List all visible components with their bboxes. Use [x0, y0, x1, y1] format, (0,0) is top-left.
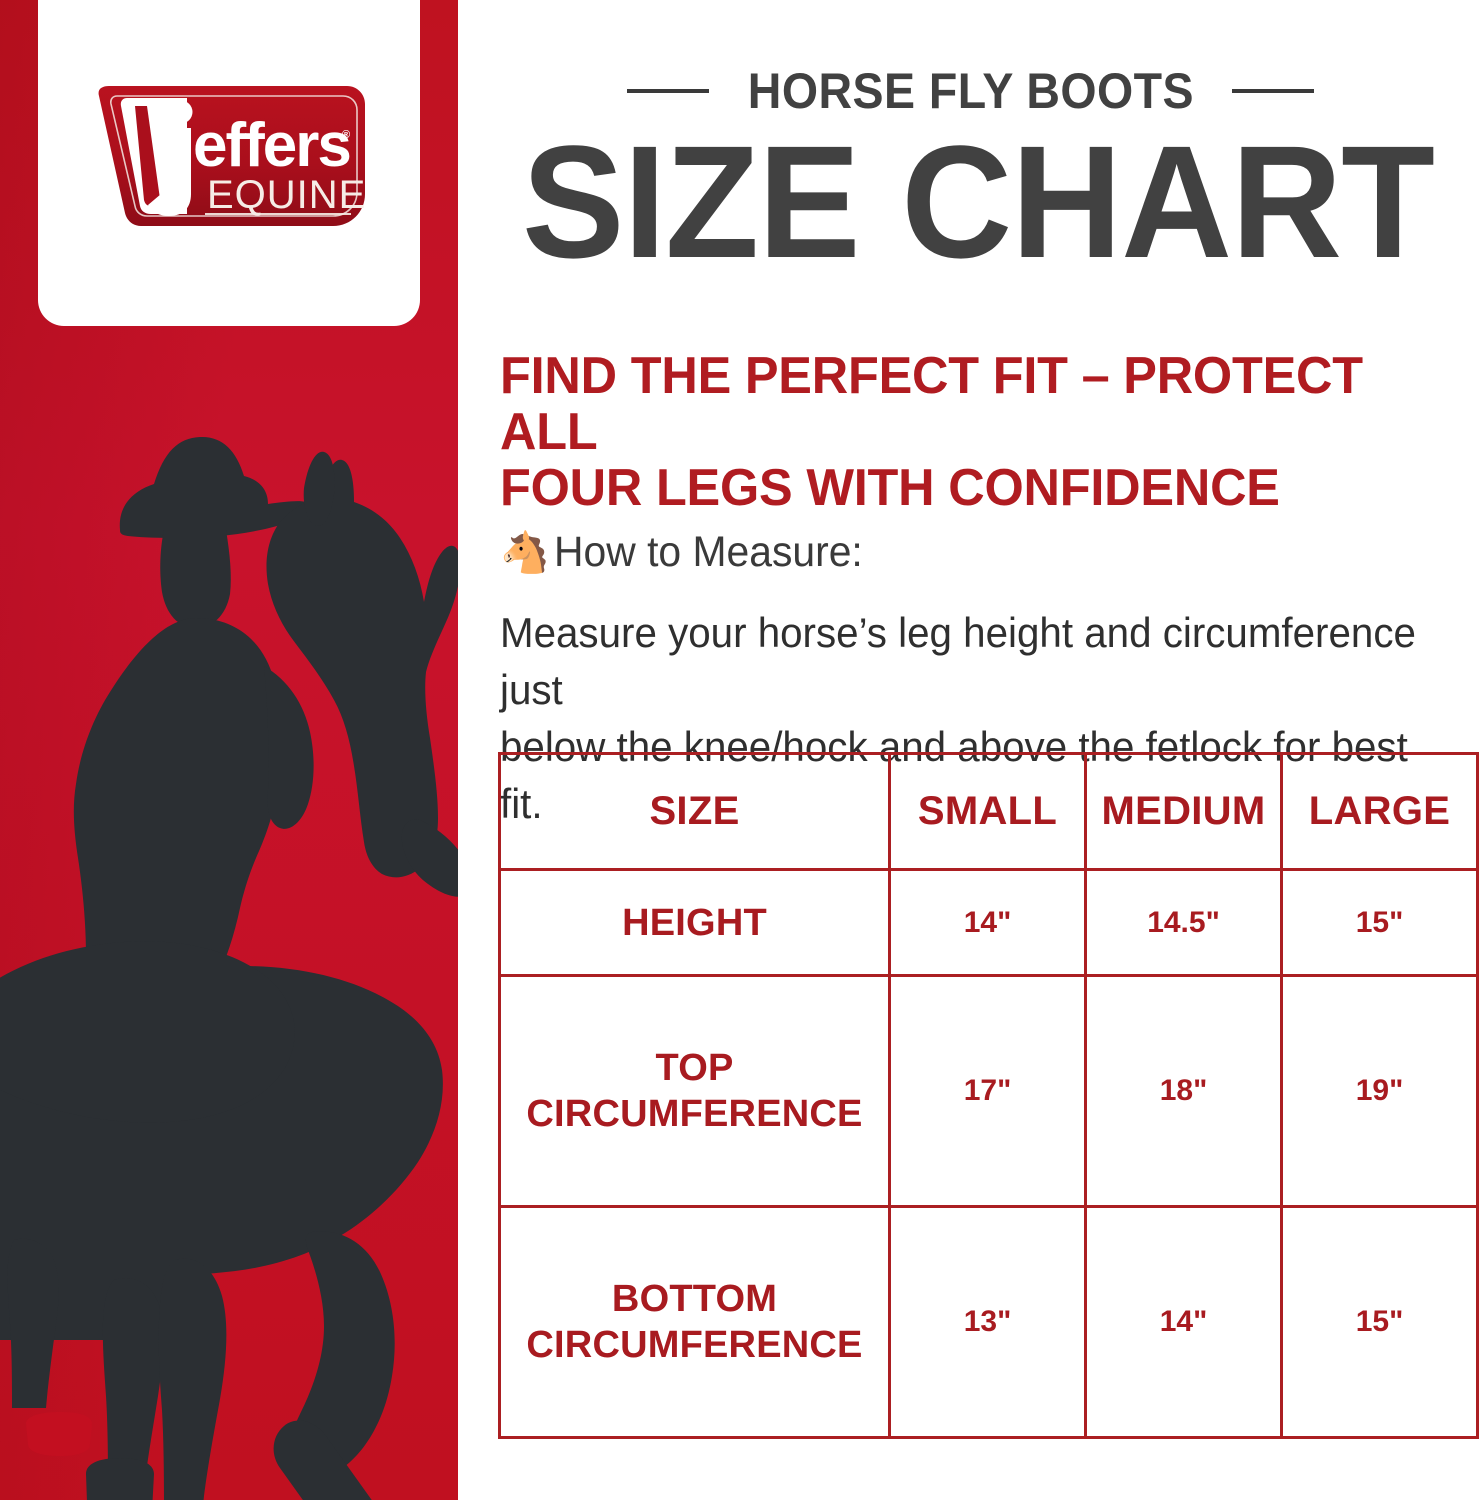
- measure-body-line-1: Measure your horse’s leg height and circ…: [500, 609, 1416, 713]
- subheadline: FIND THE PERFECT FIT – PROTECT ALL FOUR …: [500, 348, 1441, 516]
- cell-top-circumference-large: 19": [1280, 974, 1479, 1208]
- table-header-size: SIZE: [498, 752, 891, 871]
- cowboy-on-horse-silhouette-icon: [0, 380, 458, 1500]
- svg-text:effers: effers: [193, 111, 350, 180]
- table-row: TOP CIRCUMFERENCE 17" 18" 19": [498, 974, 1479, 1208]
- size-chart-table: SIZE SMALL MEDIUM LARGE HEIGHT 14" 14.5"…: [498, 752, 1479, 1439]
- brand-logo-card: effers ® EQUINE: [38, 0, 420, 326]
- row-label-height: HEIGHT: [498, 868, 891, 977]
- horse-head-icon: 🐴: [500, 530, 550, 575]
- cell-top-circumference-small: 17": [888, 974, 1087, 1208]
- cell-bottom-circumference-small: 13": [888, 1205, 1087, 1439]
- table-header-large: LARGE: [1280, 752, 1479, 871]
- jeffers-equine-logo: effers ® EQUINE: [95, 82, 371, 237]
- product-category-label: HORSE FLY BOOTS: [747, 63, 1194, 119]
- cell-height-medium: 14.5": [1084, 868, 1283, 977]
- row-label-top-circumference: TOP CIRCUMFERENCE: [498, 974, 891, 1208]
- cell-height-small: 14": [888, 868, 1087, 977]
- table-header-medium: MEDIUM: [1084, 752, 1283, 871]
- eyebrow-row: HORSE FLY BOOTS: [498, 62, 1443, 120]
- row-label-line-1: TOP: [655, 1047, 734, 1089]
- svg-text:®: ®: [342, 129, 350, 141]
- row-label-line-2: CIRCUMFERENCE: [526, 1324, 863, 1366]
- subheadline-line-1: FIND THE PERFECT FIT – PROTECT ALL: [500, 347, 1363, 461]
- how-to-measure-label: How to Measure:: [553, 528, 863, 576]
- cell-bottom-circumference-medium: 14": [1084, 1205, 1283, 1439]
- rule-right-icon: [1232, 89, 1315, 93]
- page-title: SIZE CHART: [522, 112, 1435, 291]
- cell-height-large: 15": [1280, 868, 1479, 977]
- cell-bottom-circumference-large: 15": [1280, 1205, 1479, 1439]
- brand-sidebar: effers ® EQUINE: [0, 0, 458, 1500]
- how-to-measure-heading: 🐴 How to Measure:: [500, 528, 879, 577]
- svg-text:EQUINE: EQUINE: [207, 173, 366, 217]
- subheadline-line-2: FOUR LEGS WITH CONFIDENCE: [500, 459, 1280, 517]
- row-label-line-1: BOTTOM: [611, 1278, 778, 1320]
- table-header-small: SMALL: [888, 752, 1087, 871]
- row-label-line-2: CIRCUMFERENCE: [526, 1093, 863, 1135]
- main-content: HORSE FLY BOOTS SIZE CHART FIND THE PERF…: [458, 0, 1481, 1500]
- table-row: BOTTOM CIRCUMFERENCE 13" 14" 15": [498, 1205, 1479, 1439]
- table-row: HEIGHT 14" 14.5" 15": [498, 868, 1479, 977]
- row-label-bottom-circumference: BOTTOM CIRCUMFERENCE: [498, 1205, 891, 1439]
- cell-top-circumference-medium: 18": [1084, 974, 1283, 1208]
- rule-left-icon: [626, 89, 709, 93]
- table-header-row: SIZE SMALL MEDIUM LARGE: [498, 752, 1479, 871]
